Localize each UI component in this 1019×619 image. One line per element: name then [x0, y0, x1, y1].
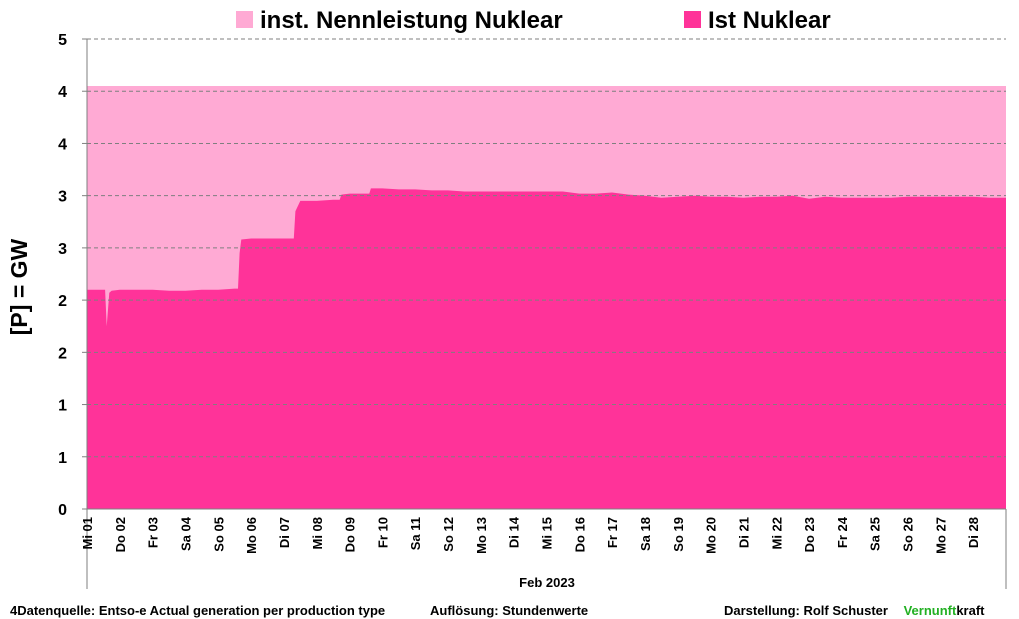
x-tick-label: Do 16: [572, 517, 587, 552]
footer-source: 4Datenquelle: Entso-e Actual generation …: [10, 603, 386, 618]
y-tick-label: 0: [58, 502, 67, 519]
x-tick-label: So 05: [211, 517, 226, 552]
x-tick-label: Mi 01: [80, 517, 95, 550]
x-tick-labels: Mi 01 Do 02 Fr 03 Sa 04 So 05 Mo 06 Di 07 Mi 08…: [80, 516, 981, 554]
y-tick-label: 4: [58, 136, 67, 153]
x-tick-label: Di 14: [507, 516, 522, 548]
x-tick-label: Fr 10: [375, 517, 390, 548]
x-tick-label: Sa 04: [179, 516, 194, 551]
x-tick-label: Do 09: [343, 517, 358, 552]
x-tick-label: So 12: [441, 517, 456, 552]
x-tick-label: Sa 11: [408, 517, 423, 550]
x-axis-label: Feb 2023: [519, 575, 575, 590]
x-tick-label: Di 28: [966, 517, 981, 548]
x-tick-label: Mo 06: [244, 517, 259, 554]
x-tick-label: So 19: [671, 517, 686, 552]
x-tick-label: Di 21: [736, 517, 751, 548]
y-tick-labels: 0 1 1 2 2 3 3 4 4 5: [58, 32, 67, 519]
footer-brand-accent: Vernunft: [903, 603, 957, 618]
y-tick-label: 1: [58, 450, 67, 467]
plot-area: [87, 86, 1006, 509]
legend-swatch-actual: [684, 11, 701, 28]
y-axis-label: [P] = GW: [6, 238, 32, 335]
x-tick-label: Do 02: [113, 517, 128, 552]
series-actual-area: [87, 188, 1006, 509]
y-tick-label: 1: [58, 398, 67, 415]
x-tick-label: Sa 25: [868, 517, 883, 551]
x-tick-label: Mo 27: [933, 517, 948, 554]
x-tick-label: Do 23: [802, 517, 817, 552]
legend-label-actual: Ist Nuklear: [708, 7, 831, 34]
x-tick-label: Sa 18: [638, 517, 653, 551]
x-tick-label: Fr 24: [835, 516, 850, 548]
footer-resolution: Auflösung: Stundenwerte: [430, 603, 589, 618]
x-tick-label: Di 07: [277, 517, 292, 548]
x-tick-label: Mi 22: [769, 517, 784, 550]
gridlines: [87, 38, 1006, 458]
y-tick-label: 2: [58, 345, 67, 362]
x-tick-label: Fr 03: [146, 517, 161, 548]
x-tick-label: Mo 13: [474, 517, 489, 554]
x-tick-label: Fr 17: [605, 517, 620, 548]
axes: [82, 38, 1007, 589]
footer-brand-rest: kraft: [956, 603, 985, 618]
legend: inst. Nennleistung Nuklear Ist Nuklear: [236, 7, 831, 34]
y-tick-label: 2: [58, 293, 67, 310]
x-tick-label: Mi 15: [540, 517, 555, 550]
footer-credit: Darstellung: Rolf Schuster Vernunftkraft: [724, 603, 985, 618]
x-tick-label: So 26: [901, 517, 916, 552]
y-tick-label: 3: [58, 241, 67, 258]
x-tick-label: Mi 08: [310, 517, 325, 550]
legend-swatch-capacity: [236, 11, 253, 28]
y-tick-label: 4: [58, 84, 67, 101]
y-tick-label: 5: [58, 32, 67, 49]
footer-author: Darstellung: Rolf Schuster: [724, 603, 888, 618]
legend-label-capacity: inst. Nennleistung Nuklear: [260, 7, 563, 34]
x-tick-label: Mo 20: [704, 517, 719, 554]
y-tick-label: 3: [58, 189, 67, 206]
